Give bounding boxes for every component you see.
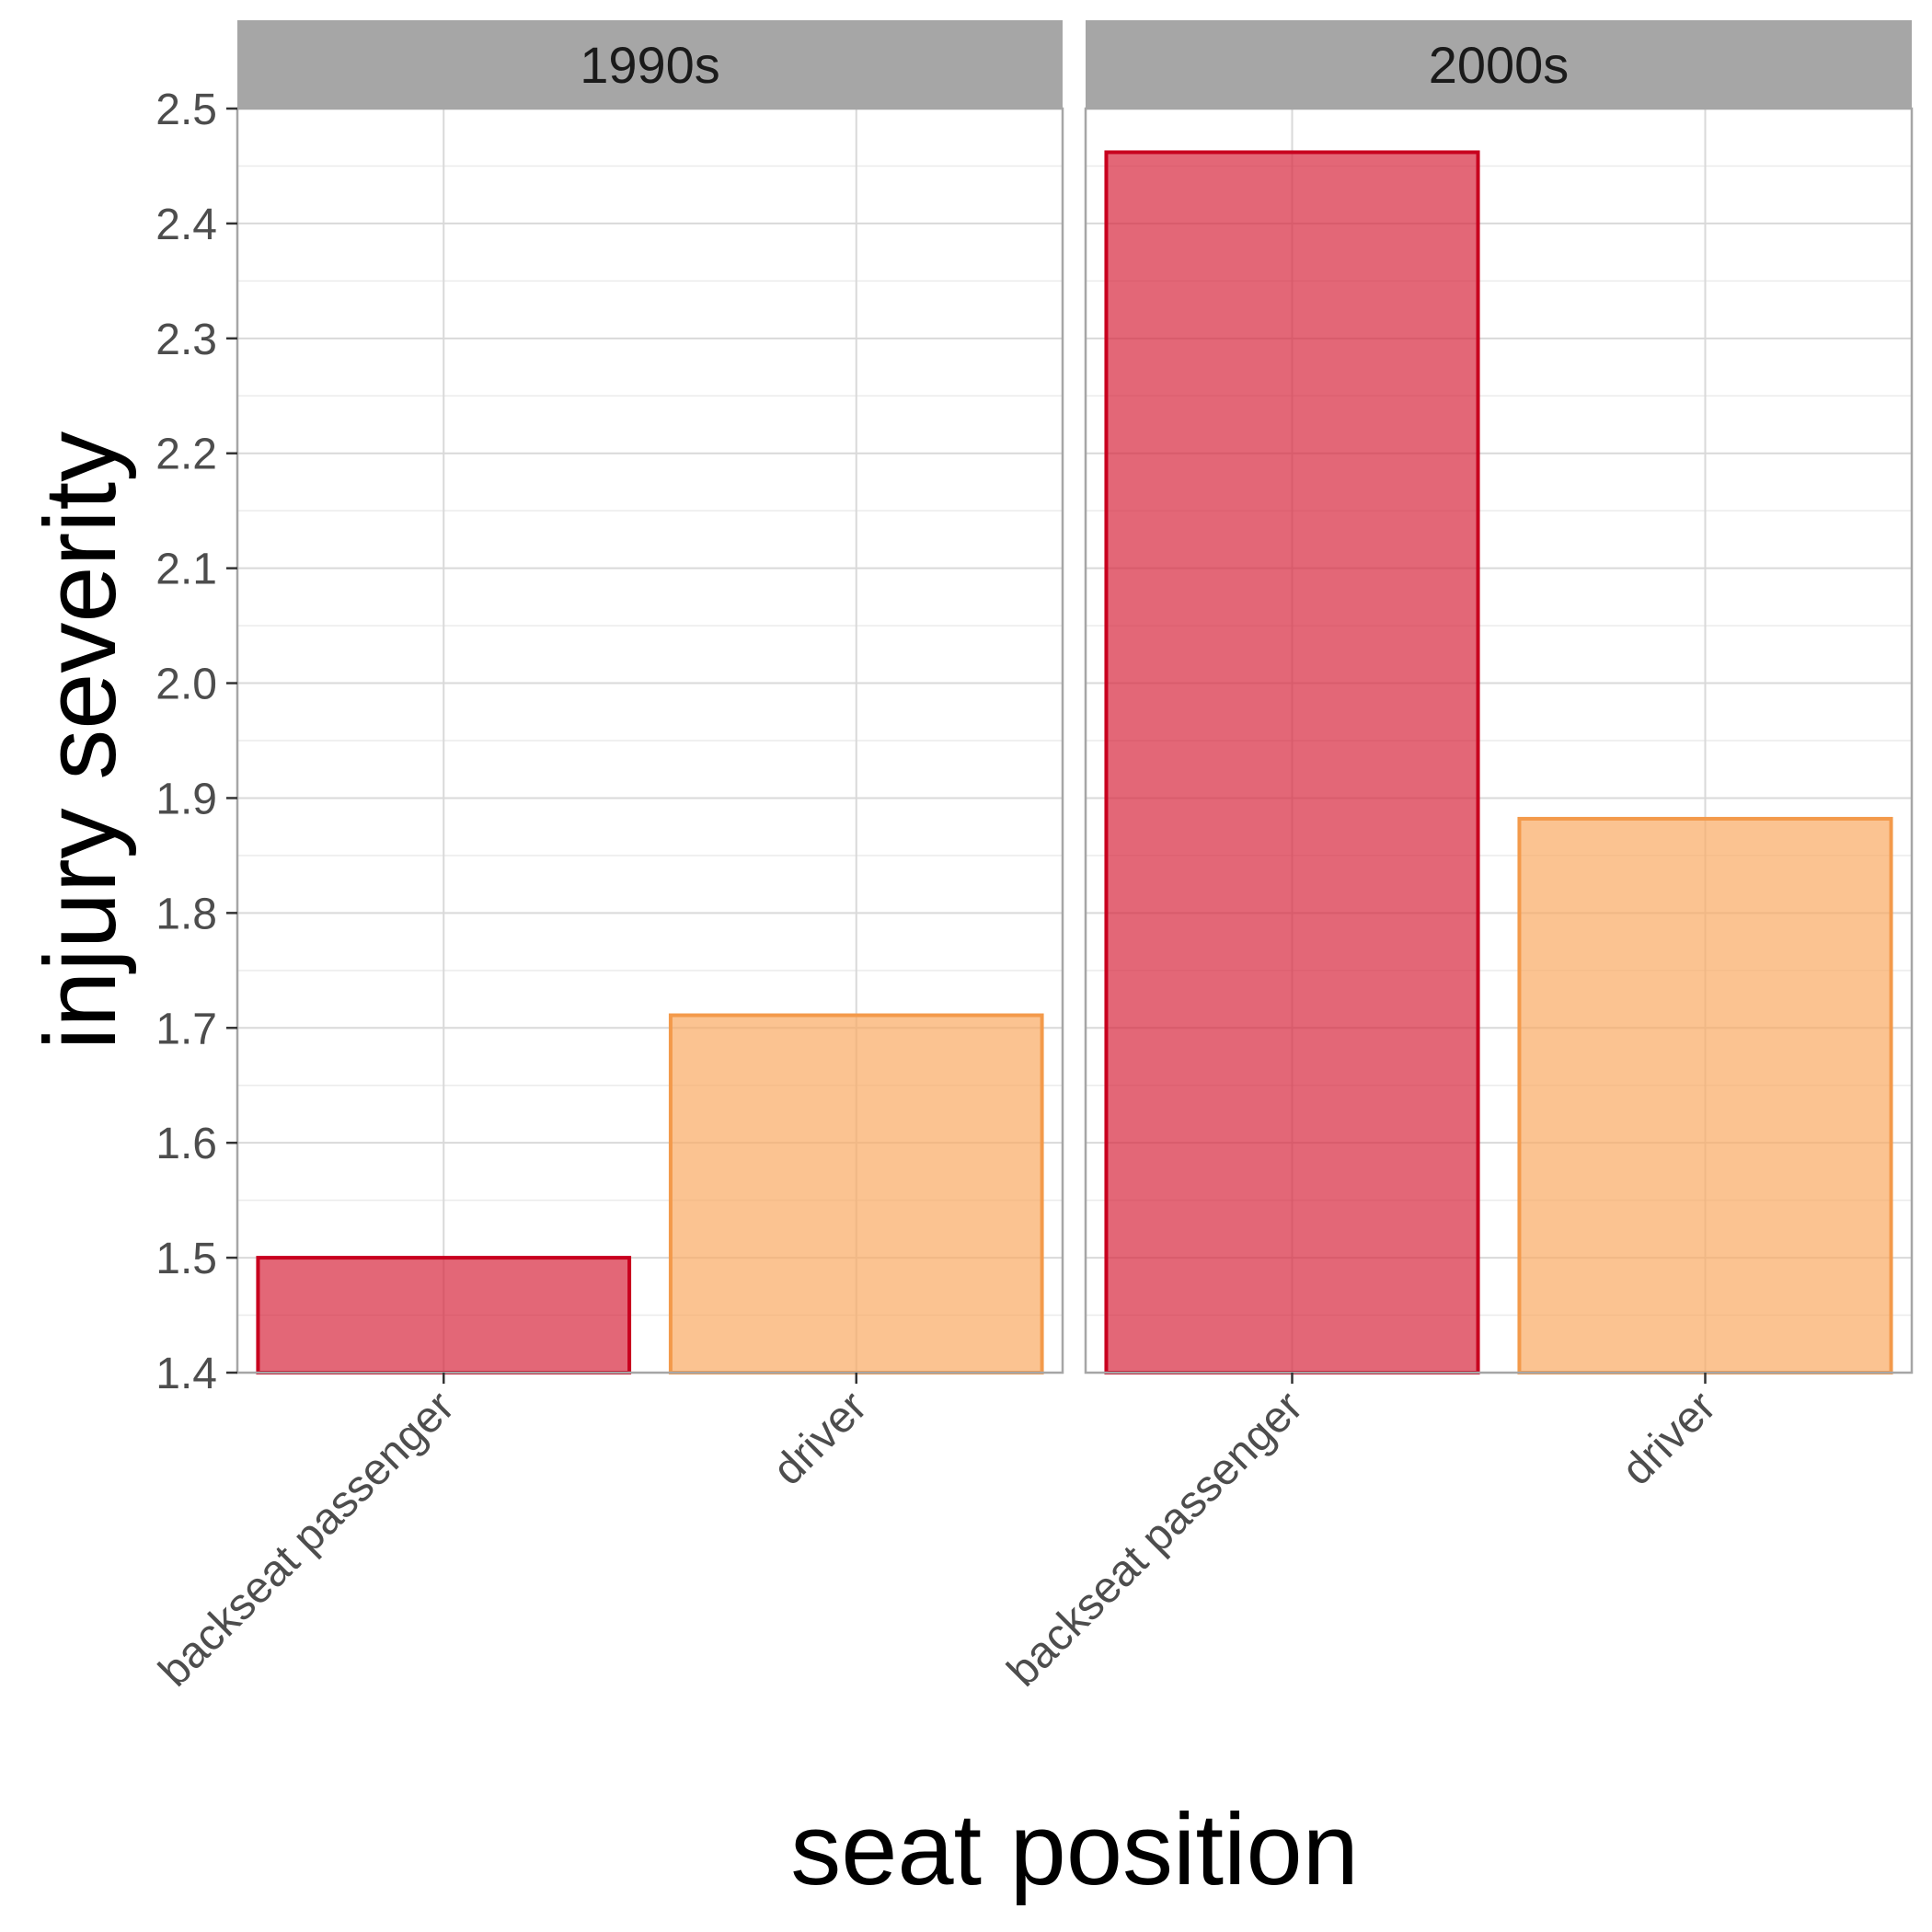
y-tick-label: 1.9 xyxy=(155,775,217,823)
y-tick-label: 1.8 xyxy=(155,890,217,938)
x-tick-label: backseat passenger xyxy=(998,1382,1312,1696)
facet-strip-label: 2000s xyxy=(1429,36,1570,94)
bar-backseat-passenger xyxy=(256,1256,632,1375)
bar-driver xyxy=(1517,816,1893,1374)
facet-panels: 1990s backseat passenger driver 2000s backse… xyxy=(150,20,1914,1696)
x-tick-label: driver xyxy=(764,1382,876,1494)
y-tick-label: 2.0 xyxy=(155,661,217,709)
x-axis-title: seat position xyxy=(790,1793,1359,1906)
panel-border xyxy=(1084,107,1914,1374)
facet-strip xyxy=(1086,20,1912,109)
facet-panel-2000s: 2000s backseat passenger driver xyxy=(998,20,1914,1696)
x-tick-label: driver xyxy=(1613,1382,1725,1494)
y-tick-label: 1.7 xyxy=(155,1005,217,1053)
x-tick-label: backseat passenger xyxy=(150,1382,464,1696)
bar-backseat-passenger xyxy=(1104,150,1480,1374)
y-tick-label: 2.5 xyxy=(155,86,217,134)
y-axis: 1.4 1.5 1.6 1.7 1.8 1.9 2.0 2.1 2.2 2.3 2.4 2.5 xyxy=(155,86,237,1398)
panel-border xyxy=(236,107,1064,1374)
y-tick-label: 2.1 xyxy=(155,546,217,594)
y-tick-label: 2.4 xyxy=(155,201,217,249)
y-tick-label: 1.6 xyxy=(155,1120,217,1168)
y-axis-title: injury severity xyxy=(24,431,137,1050)
facet-strip xyxy=(237,20,1063,109)
y-tick-label: 2.3 xyxy=(155,316,217,364)
facet-strip-label: 1990s xyxy=(580,36,720,94)
facet-panel-1990s: 1990s backseat passenger driver xyxy=(150,20,1064,1696)
bar-driver xyxy=(668,1013,1044,1374)
y-tick-label: 1.4 xyxy=(155,1350,217,1398)
y-tick-label: 1.5 xyxy=(155,1235,217,1283)
y-tick-label: 2.2 xyxy=(155,431,217,479)
